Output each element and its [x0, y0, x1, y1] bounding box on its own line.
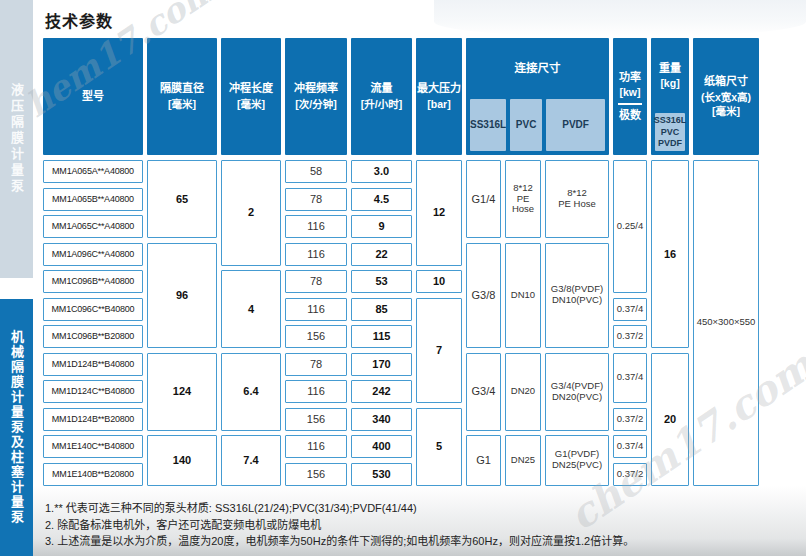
cell-conn-pvc-1: 8*12 PE Hose	[505, 160, 541, 238]
page-title: 技术参数	[45, 8, 113, 32]
col-header-stroke-frequency: 冲程频率 [次/分钟]	[285, 38, 347, 155]
col-header-weight: 重量 [kg] SS316L PVC PVDF	[651, 38, 689, 155]
cell-flow-10: 340	[351, 408, 412, 431]
cell-conn-pvdf-1: 8*12 PE Hose	[545, 160, 609, 238]
cell-power-6: 0.37/4	[613, 435, 647, 458]
cell-frequency-8: 78	[285, 353, 347, 376]
cell-power-4: 0.37/4	[613, 353, 647, 404]
subcol-header-ss316l: SS316L	[470, 99, 506, 151]
subcol-header-pvdf: PVDF	[546, 99, 605, 151]
table-header: 型号 隔膜直径 [毫米] 冲程长度 [毫米] 冲程频率 [次/分钟] 流量 [升…	[43, 38, 759, 155]
cell-frequency-3: 116	[285, 215, 347, 238]
cell-weight-2: 20	[651, 353, 689, 486]
cell-diameter-3: 124	[147, 353, 217, 431]
cell-stroke-2: 4	[221, 270, 281, 348]
cell-pressure-1: 12	[416, 160, 462, 266]
cell-carton-1: 450×300×550	[693, 160, 759, 486]
col-header-connection-size: 连接尺寸 SS316L PVC PVDF	[466, 38, 609, 155]
cell-model-1: MM1A065A**A40800	[43, 160, 143, 183]
cell-frequency-11: 116	[285, 435, 347, 458]
col-header-model: 型号	[43, 38, 143, 155]
cell-frequency-4: 116	[285, 243, 347, 266]
cell-stroke-1: 2	[221, 160, 281, 266]
cell-power-7: 0.37/2	[613, 463, 647, 486]
cell-conn-ss316l-1: G1/4	[466, 160, 501, 238]
footnotes: 1.** 代表可选三种不同的泵头材质: SS316L(21/24);PVC(31…	[45, 500, 634, 550]
cell-diameter-1: 65	[147, 160, 217, 238]
col-header-diameter: 隔膜直径 [毫米]	[147, 38, 217, 155]
table-body: MM1A065A**A40800 MM1A065B**A40800 MM1A065C…	[43, 160, 759, 486]
cell-diameter-4: 140	[147, 435, 217, 486]
cell-conn-pvc-4: DN25	[505, 435, 541, 486]
cell-flow-7: 115	[351, 325, 412, 348]
cell-flow-5: 53	[351, 270, 412, 293]
footnote-2: 2. 除配备标准电机外，客户还可选配变频电机或防爆电机	[45, 517, 634, 534]
cell-model-9: MM1D124C**B40800	[43, 380, 143, 403]
cell-conn-pvdf-3: G3/4(PVDF) DN20(PVC)	[545, 353, 609, 431]
cell-flow-9: 242	[351, 380, 412, 403]
cell-conn-pvc-2: DN10	[505, 243, 541, 349]
footnote-1: 1.** 代表可选三种不同的泵头材质: SS316L(21/24);PVC(31…	[45, 500, 634, 517]
cell-flow-6: 85	[351, 298, 412, 321]
sidebar-tab-hydraulic-diaphragm-pump: 液压隔膜计量泵	[0, 0, 33, 278]
faint-pump-image	[434, 0, 806, 36]
cell-flow-4: 22	[351, 243, 412, 266]
cell-flow-3: 9	[351, 215, 412, 238]
cell-frequency-7: 156	[285, 325, 347, 348]
sidebar-tab-mechanical-diaphragm-plunger-pump: 机械隔膜计量泵及柱塞计量泵	[0, 299, 33, 556]
cell-model-12: MM1E140B**B20800	[43, 463, 143, 486]
cell-power-1: 0.25/4	[613, 160, 647, 293]
col-header-power: 功率 [kw] 极数	[613, 38, 647, 155]
cell-weight-1: 16	[651, 160, 689, 348]
catalog-page: 液压隔膜计量泵 机械隔膜计量泵及柱塞计量泵 技术参数 型号 隔膜直径 [毫米] …	[0, 0, 806, 556]
sidebar-tab-label: 机械隔膜计量泵及柱塞计量泵	[10, 330, 23, 525]
cell-model-5: MM1C096B**A40800	[43, 270, 143, 293]
cell-flow-12: 530	[351, 463, 412, 486]
col-header-flow: 流量 [升/小时]	[351, 38, 412, 155]
cell-model-2: MM1A065B**A40800	[43, 188, 143, 211]
cell-frequency-6: 116	[285, 298, 347, 321]
weight-materials-subheader: SS316L PVC PVDF	[655, 113, 685, 151]
cell-stroke-4: 7.4	[221, 435, 281, 486]
cell-frequency-10: 156	[285, 408, 347, 431]
cell-power-5: 0.37/2	[613, 408, 647, 431]
footnote-3: 3. 上述流量是以水为介质，温度为20度，电机频率为50Hz的条件下测得的;如电…	[45, 533, 634, 550]
cell-conn-pvdf-2: G3/8(PVDF) DN10(PVC)	[545, 243, 609, 349]
cell-model-8: MM1D124B**B40800	[43, 353, 143, 376]
cell-pressure-4: 5	[416, 408, 462, 486]
cell-conn-ss316l-4: G1	[466, 435, 501, 486]
cell-pressure-2: 10	[416, 270, 462, 293]
cell-diameter-2: 96	[147, 243, 217, 349]
cell-model-4: MM1A096C**A40800	[43, 243, 143, 266]
cell-model-10: MM1D124B**B20800	[43, 408, 143, 431]
power-header-divider	[618, 103, 642, 105]
cell-model-6: MM1C096C**B40800	[43, 298, 143, 321]
cell-frequency-5: 78	[285, 270, 347, 293]
cell-flow-11: 400	[351, 435, 412, 458]
cell-flow-1: 3.0	[351, 160, 412, 183]
col-header-carton-size: 纸箱尺寸 (长x宽x高) [毫米]	[693, 38, 759, 155]
col-header-max-pressure: 最大压力 [bar]	[416, 38, 462, 155]
cell-frequency-9: 116	[285, 380, 347, 403]
cell-power-2: 0.37/4	[613, 298, 647, 321]
cell-stroke-3: 6.4	[221, 353, 281, 431]
cell-frequency-12: 156	[285, 463, 347, 486]
cell-frequency-2: 78	[285, 188, 347, 211]
cell-conn-ss316l-3: G3/4	[466, 353, 501, 431]
cell-pressure-3: 7	[416, 298, 462, 404]
cell-model-3: MM1A065C**A40800	[43, 215, 143, 238]
cell-model-7: MM1C096B**B20800	[43, 325, 143, 348]
cell-flow-2: 4.5	[351, 188, 412, 211]
connection-subheaders: SS316L PVC PVDF	[466, 99, 609, 155]
cell-frequency-1: 58	[285, 160, 347, 183]
cell-conn-ss316l-2: G3/8	[466, 243, 501, 349]
cell-conn-pvdf-4: G1(PVDF) DN25(PVC)	[545, 435, 609, 486]
cell-conn-pvc-3: DN20	[505, 353, 541, 431]
cell-model-11: MM1E140C**B40800	[43, 435, 143, 458]
cell-flow-8: 170	[351, 353, 412, 376]
cell-power-3: 0.37/2	[613, 325, 647, 348]
sidebar-tab-label: 液压隔膜计量泵	[10, 83, 23, 195]
col-header-stroke-length: 冲程长度 [毫米]	[221, 38, 281, 155]
subcol-header-pvc: PVC	[510, 99, 542, 151]
